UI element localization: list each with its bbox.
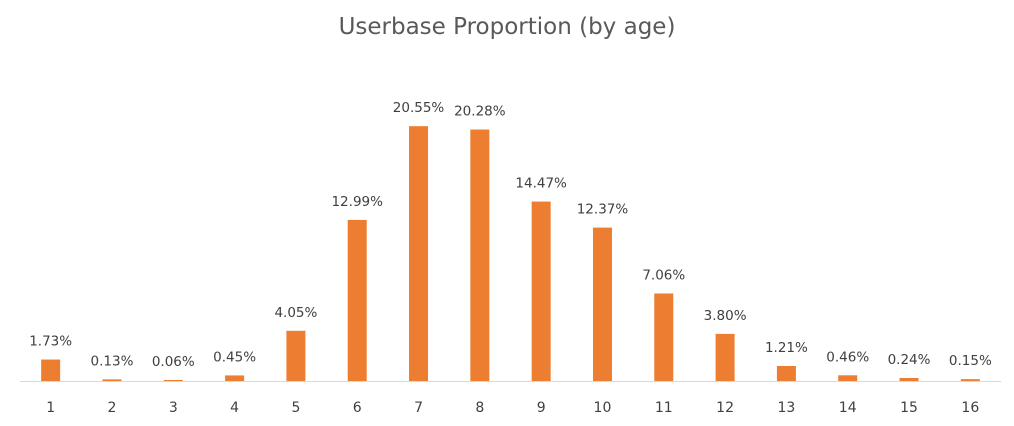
data-label-7: 20.55%	[393, 100, 445, 116]
x-tick-label-14: 14	[839, 400, 857, 416]
data-label-14: 0.46%	[826, 349, 869, 365]
bar-15	[899, 378, 919, 381]
x-tick-labels-group: 1 2 3 4 5 6 7 8 9 10 11 12 13 14 15 16	[46, 400, 979, 416]
x-tick-label-15: 15	[900, 400, 918, 416]
data-label-9: 14.47%	[515, 176, 567, 192]
data-label-2: 0.13%	[91, 353, 134, 369]
x-tick-label-5: 5	[291, 400, 300, 416]
chart-title: Userbase Proportion (by age)	[338, 14, 676, 40]
data-label-3: 0.06%	[152, 354, 195, 370]
data-label-5: 4.05%	[274, 305, 317, 321]
bar-6	[347, 219, 367, 381]
bar-12	[715, 333, 735, 381]
x-tick-label-7: 7	[414, 400, 423, 416]
bar-13	[776, 366, 796, 381]
bar-9	[531, 201, 551, 381]
bar-8	[470, 129, 490, 381]
bar-10	[592, 227, 612, 381]
data-label-15: 0.24%	[888, 352, 931, 368]
x-tick-label-10: 10	[594, 400, 612, 416]
bar-1	[41, 359, 61, 381]
x-tick-label-4: 4	[230, 400, 239, 416]
data-labels-group: 1.73% 0.13% 0.06% 0.45% 4.05% 12.99% 20.55% 20.…	[29, 100, 992, 370]
x-tick-label-13: 13	[777, 400, 795, 416]
bar-3	[163, 380, 183, 381]
data-label-6: 12.99%	[331, 194, 383, 210]
x-tick-label-1: 1	[46, 400, 55, 416]
x-tick-label-11: 11	[655, 400, 673, 416]
bar-11	[654, 293, 674, 381]
bar-2	[102, 379, 122, 381]
data-label-10: 12.37%	[577, 202, 629, 218]
data-label-13: 1.21%	[765, 340, 808, 356]
data-label-4: 0.45%	[213, 349, 256, 365]
data-label-11: 7.06%	[642, 267, 685, 283]
data-label-1: 1.73%	[29, 334, 72, 350]
x-tick-label-3: 3	[169, 400, 178, 416]
x-tick-label-8: 8	[475, 400, 484, 416]
bars-group	[41, 126, 980, 382]
x-tick-label-6: 6	[353, 400, 362, 416]
bar-7	[409, 126, 429, 382]
x-tick-label-12: 12	[716, 400, 734, 416]
x-tick-label-2: 2	[108, 400, 117, 416]
data-label-8: 20.28%	[454, 104, 506, 120]
bar-4	[225, 375, 245, 381]
bar-16	[960, 379, 980, 381]
bar-14	[838, 375, 858, 381]
bar-5	[286, 330, 306, 381]
data-label-12: 3.80%	[704, 308, 747, 324]
x-tick-label-9: 9	[537, 400, 546, 416]
data-label-16: 0.15%	[949, 353, 992, 369]
x-tick-label-16: 16	[961, 400, 979, 416]
